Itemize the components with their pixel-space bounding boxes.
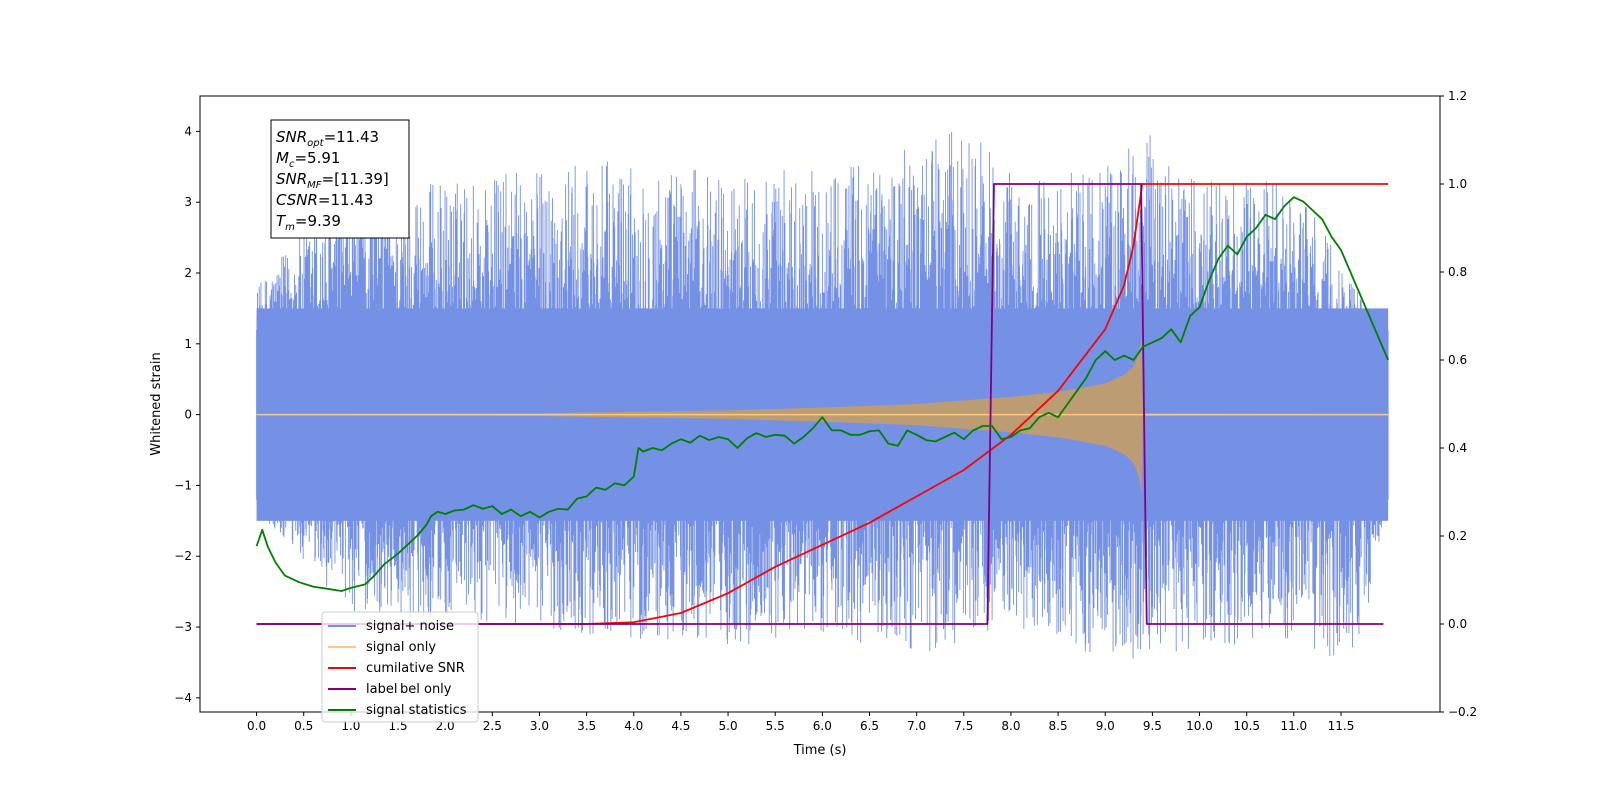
x-tick-label: 8.0 xyxy=(1001,719,1020,733)
legend-label: signal only xyxy=(366,640,436,655)
x-tick-label: 9.0 xyxy=(1096,719,1115,733)
x-tick-label: 11.5 xyxy=(1328,719,1355,733)
y-tick-label: 2 xyxy=(184,266,192,280)
series-cumulative-snr xyxy=(256,183,1389,625)
annotation-box: SNRopt=11.43Mc=5.91SNRMF=[11.39]CSNR=11.… xyxy=(270,119,410,239)
x-tick-label: 0.0 xyxy=(247,719,266,733)
signal-layer xyxy=(256,333,1389,497)
legend-frame xyxy=(321,611,479,723)
x-tick-label: 4.5 xyxy=(671,719,690,733)
y-tick-label: −1 xyxy=(174,478,192,492)
axes-layer: 0.0 0.5 1.0 1.5 2.0 2.5 3.0 3.5 4.0 4.5 5.0 5.5 6.0 6… xyxy=(174,89,1477,733)
x-tick-label: 4.0 xyxy=(624,719,643,733)
x-tick-label: 3.5 xyxy=(577,719,596,733)
x-tick-label: 7.5 xyxy=(954,719,973,733)
x-tick-label: 6.0 xyxy=(813,719,832,733)
plot-frame xyxy=(199,95,1441,713)
y2-tick-label: 0.6 xyxy=(1448,353,1467,367)
x-tick-label: 10.0 xyxy=(1186,719,1213,733)
legend-label: signal statistics xyxy=(366,703,467,718)
y2-tick-label: 0.2 xyxy=(1448,529,1467,543)
y2-tick-label: 1.2 xyxy=(1448,89,1467,103)
lines-layer xyxy=(255,183,1389,625)
series-label xyxy=(256,183,1384,625)
y-tick-label: 4 xyxy=(184,124,192,138)
x-tick-label: 3.0 xyxy=(530,719,549,733)
series-signal-statistics xyxy=(255,196,1389,592)
annotation-line: SNRMF=[11.39] xyxy=(276,170,389,191)
annotation-line: Tm=9.39 xyxy=(276,212,341,233)
series-signal-noise xyxy=(256,132,1389,659)
legend-label: cumilative SNR xyxy=(366,661,465,676)
legend-label: label xyxy=(366,682,397,697)
x-tick-label: 5.5 xyxy=(766,719,785,733)
x-tick-label: 7.0 xyxy=(907,719,926,733)
y-tick-label: −3 xyxy=(174,620,192,634)
y2-tick-label: 1.0 xyxy=(1448,177,1467,191)
x-tick-label: 2.5 xyxy=(483,719,502,733)
x-tick-label: 6.5 xyxy=(860,719,879,733)
x-tick-label: 11.0 xyxy=(1280,719,1307,733)
y-tick-label: −2 xyxy=(174,549,192,563)
y2-tick-label: 0.0 xyxy=(1448,617,1467,631)
y-axis-label: Whitened strain xyxy=(149,352,164,455)
annotation-line: SNRopt=11.43 xyxy=(276,128,379,149)
x-tick-label: 0.5 xyxy=(294,719,313,733)
y-tick-label: 1 xyxy=(184,337,192,351)
noise-layer xyxy=(256,132,1389,659)
y-tick-label: 0 xyxy=(184,408,192,422)
legend-label: signal+ noise xyxy=(366,619,454,634)
x-tick-label: 8.5 xyxy=(1049,719,1068,733)
legend-ghost-text: bel only xyxy=(400,682,452,697)
x-axis-label: Time (s) xyxy=(793,743,847,758)
annotation-line: Mc=5.91 xyxy=(276,149,340,170)
annotation-line: CSNR=11.43 xyxy=(276,191,373,209)
x-tick-label: 9.5 xyxy=(1143,719,1162,733)
y-tick-label: −4 xyxy=(174,691,192,705)
y2-tick-label: 0.4 xyxy=(1448,441,1467,455)
y2-tick-label: 0.8 xyxy=(1448,265,1467,279)
y2-tick-label: −0.2 xyxy=(1448,705,1477,719)
x-tick-label: 10.5 xyxy=(1233,719,1260,733)
x-tick-label: 5.0 xyxy=(719,719,738,733)
annotation-frame xyxy=(270,119,410,239)
legend: signal+ noise signal only cumilative SNR la… xyxy=(321,611,479,723)
y-tick-label: 3 xyxy=(184,195,192,209)
